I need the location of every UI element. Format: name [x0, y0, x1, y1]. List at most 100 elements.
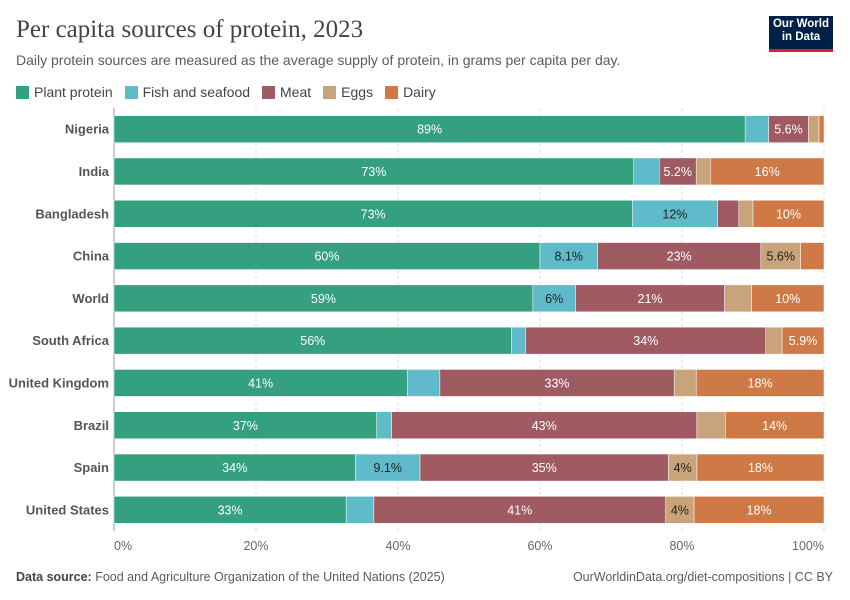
legend-swatch: [16, 85, 29, 99]
legend-swatch: [385, 85, 399, 99]
bar-segment: [695, 157, 711, 186]
x-tick-label: 100%: [792, 539, 824, 553]
bar-segment: [808, 115, 820, 143]
bar-segment: [818, 115, 825, 143]
data-label: 41%: [507, 503, 532, 517]
x-tick-label: 0%: [114, 539, 132, 553]
data-label: 9.1%: [373, 461, 402, 475]
data-label: 18%: [748, 461, 773, 475]
data-label: 35%: [532, 461, 557, 475]
source-link[interactable]: OurWorldinData.org/diet-compositions | C…: [572, 570, 833, 584]
data-label: 59%: [311, 292, 336, 306]
data-label: 6%: [545, 292, 563, 306]
data-source: Data source: Food and Agriculture Organi…: [16, 570, 445, 584]
data-label: 18%: [747, 503, 772, 517]
legend-swatch: [124, 85, 138, 99]
category-label: United States: [26, 502, 109, 517]
bar-segment: [751, 284, 825, 313]
data-label: 4%: [674, 461, 692, 475]
chart-title: Per capita sources of protein, 2023: [16, 16, 364, 43]
bar-segment: [406, 369, 441, 397]
category-label: Brazil: [74, 418, 109, 433]
legend-item[interactable]: Dairy: [385, 84, 436, 100]
data-label: 5.6%: [774, 123, 803, 137]
bar-segment: [376, 411, 392, 439]
bar-segment: [113, 326, 512, 355]
data-label: 37%: [233, 419, 258, 433]
data-label: 21%: [638, 292, 663, 306]
bar-segment: [765, 326, 783, 355]
data-label: 10%: [776, 207, 801, 221]
bar-segment: [744, 115, 769, 143]
data-label: 5.6%: [766, 250, 795, 264]
bar-segment: [760, 242, 801, 270]
bar-segment: [696, 453, 825, 482]
chart-subtitle: Daily protein sources are measured as th…: [16, 52, 621, 68]
bar-segment: [113, 411, 377, 439]
legend-swatch: [323, 85, 337, 99]
data-label: 23%: [667, 250, 692, 264]
data-label: 4%: [671, 503, 689, 517]
bar-segment: [673, 369, 697, 397]
data-label: 73%: [361, 165, 386, 179]
data-label: 43%: [532, 419, 557, 433]
bar-segment: [768, 115, 809, 143]
data-label: 14%: [762, 419, 787, 433]
bar-segment: [439, 369, 675, 397]
bar-segment: [113, 453, 356, 482]
category-label: Spain: [74, 460, 109, 475]
bar-segment: [113, 369, 408, 397]
legend-item[interactable]: Meat: [262, 84, 311, 100]
bar-segment: [355, 453, 421, 482]
bar-segment: [781, 326, 825, 355]
bar-segment: [113, 242, 541, 270]
legend-label: Plant protein: [34, 84, 113, 100]
data-label: 8.1%: [555, 250, 584, 264]
bar-segment: [511, 326, 527, 355]
category-label: Bangladesh: [35, 206, 109, 221]
data-label: 73%: [361, 207, 386, 221]
bar-segment: [597, 242, 762, 270]
bar-segment: [632, 200, 718, 228]
legend: Plant protein Fish and seafood Meat Eggs Dai…: [16, 84, 436, 100]
legend-item[interactable]: Eggs: [323, 84, 373, 100]
bar-segment: [539, 242, 598, 270]
owid-logo[interactable]: Our World in Data: [769, 16, 833, 52]
bar-segment: [113, 200, 633, 228]
data-label: 41%: [248, 376, 273, 390]
legend-item[interactable]: Fish and seafood: [124, 84, 251, 100]
data-label: 60%: [314, 250, 339, 264]
data-label: 34%: [633, 334, 658, 348]
data-label: 16%: [755, 165, 780, 179]
legend-label: Eggs: [341, 84, 374, 100]
legend-item[interactable]: Plant protein: [16, 84, 113, 100]
legend-label: Fish and seafood: [142, 84, 251, 100]
bar-segment: [113, 496, 347, 524]
data-label: 18%: [748, 376, 773, 390]
bar-segment: [695, 369, 825, 397]
legend-swatch: [262, 85, 276, 99]
x-tick-label: 60%: [527, 539, 552, 553]
data-label: 33%: [218, 503, 243, 517]
source-label: Data source:: [16, 570, 92, 584]
category-label: World: [72, 291, 109, 306]
bar-segment: [696, 411, 726, 439]
bar-segment: [633, 157, 660, 186]
bar-segment: [717, 200, 740, 228]
data-label: 5.9%: [789, 334, 818, 348]
x-tick-label: 80%: [669, 539, 694, 553]
bar-segment: [525, 326, 767, 355]
bar-segment: [710, 157, 825, 186]
data-label: 56%: [300, 334, 325, 348]
data-label: 33%: [545, 376, 570, 390]
bar-segment: [725, 411, 825, 439]
bar-segment: [419, 453, 669, 482]
category-label: South Africa: [32, 333, 110, 348]
bar-segment: [724, 284, 752, 313]
data-label: 89%: [417, 123, 442, 137]
data-label: 5.2%: [663, 165, 692, 179]
bar-segment: [532, 284, 576, 313]
data-label: 34%: [222, 461, 247, 475]
